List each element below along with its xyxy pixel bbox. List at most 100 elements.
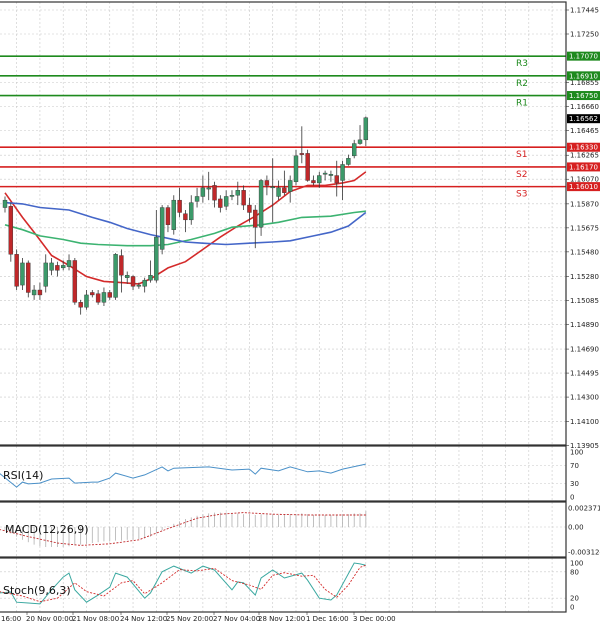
time-tick-label: 19 Nov 16:00 <box>0 615 21 623</box>
candle-bullish <box>229 195 235 197</box>
price-tick-label: 1.16660 <box>570 103 599 111</box>
level-price-tag <box>567 162 600 172</box>
panel-frame <box>0 1 567 446</box>
macd-label: MACD(12,26,9) <box>5 523 89 536</box>
candle-bullish <box>293 155 299 182</box>
candle-bullish <box>287 180 293 192</box>
rsi-label: RSI(14) <box>3 469 43 482</box>
price-tick-label: 1.16465 <box>570 127 599 135</box>
moving-average-line <box>4 210 366 247</box>
candle-bullish <box>61 265 66 269</box>
candle-bearish <box>78 302 83 308</box>
candle-bearish <box>264 180 270 186</box>
price-tick-label: 1.14690 <box>570 346 599 354</box>
time-tick-label: 3 Dec 00:00 <box>353 615 396 623</box>
candle-bullish <box>171 199 176 230</box>
candle-bearish <box>247 204 252 213</box>
price-tick-label: 1.16855 <box>570 79 599 87</box>
candle-bearish <box>305 153 310 181</box>
candle-bullish <box>148 275 153 281</box>
macd-tick-label: 0.002371 <box>568 505 600 513</box>
candle-bullish <box>322 172 328 175</box>
candle-bullish <box>363 117 369 141</box>
candle-bullish <box>43 262 48 287</box>
level-label-s1: S1 <box>516 150 527 160</box>
panel-frame <box>0 501 567 558</box>
candle-bullish <box>340 164 345 181</box>
candle-bearish <box>95 293 101 303</box>
candle-bullish <box>276 187 281 197</box>
price-tick-label: 1.14100 <box>570 418 599 426</box>
candle-bullish <box>235 190 241 196</box>
time-tick-label: 28 Nov 12:00 <box>258 615 305 623</box>
candle-bearish <box>311 180 316 184</box>
candle-bearish <box>177 199 182 213</box>
time-tick-label: 25 Nov 20:00 <box>166 615 213 623</box>
stoch-main-line <box>0 562 366 605</box>
candle-bearish <box>212 185 217 201</box>
macd-panel[interactable] <box>0 511 367 547</box>
candle-bearish <box>241 190 246 206</box>
candle-bearish <box>37 289 43 296</box>
time-tick-label: 20 Nov 00:00 <box>26 615 73 623</box>
candlesticks <box>2 116 369 315</box>
level-price-tag-label: 1.17070 <box>569 53 598 61</box>
candle-bullish <box>317 175 322 184</box>
candle-bullish <box>200 187 206 197</box>
macd-tick-label: -0.003124 <box>568 548 600 556</box>
level-price-tag <box>567 51 600 61</box>
candle-bearish <box>107 292 112 298</box>
stoch-label: Stoch(9,6,3) <box>3 584 71 597</box>
price-axis[interactable]: 1.17445 1.17250 1.16855 1.16660 1.16465 1.162… <box>566 7 600 612</box>
candle-bearish <box>119 255 124 276</box>
candle-bearish <box>334 175 339 184</box>
candle-bearish <box>183 213 188 221</box>
panel-frames <box>0 1 567 613</box>
price-tick-label: 1.15675 <box>570 224 599 232</box>
price-tick-label: 1.15085 <box>570 297 599 305</box>
price-tick-label: 1.15480 <box>570 248 599 256</box>
rsi-tick-label: 30 <box>570 480 579 488</box>
candle-bearish <box>90 292 95 296</box>
candle-bullish <box>49 262 54 271</box>
price-tags: 1.17070 1.16910 1.16750 1.16330 1.16170 1.160… <box>567 51 600 192</box>
time-tick-label: 27 Nov 04:00 <box>213 615 260 623</box>
candle-bullish <box>328 174 334 176</box>
grid-lines <box>0 2 566 612</box>
stoch-tick-label: 20 <box>570 595 579 603</box>
candle-bullish <box>223 196 229 207</box>
price-tick-label: 1.16265 <box>570 152 599 160</box>
candle-bullish <box>31 289 37 296</box>
level-price-tag <box>567 71 600 81</box>
level-price-tag-label: 1.16170 <box>569 163 598 171</box>
price-tick-label: 1.14890 <box>570 321 599 329</box>
level-label-s3: S3 <box>516 190 527 200</box>
level-price-tag <box>567 182 600 192</box>
stoch-signal-line <box>0 564 366 603</box>
level-price-tag-label: 1.16010 <box>569 183 598 191</box>
macd-signal-line <box>0 512 366 546</box>
candle-bullish <box>20 262 25 286</box>
candle-bullish <box>142 279 147 287</box>
candle-bearish <box>253 209 258 228</box>
macd-tick-label: 0.00 <box>568 524 584 532</box>
candle-bullish <box>136 284 142 287</box>
candle-bearish <box>218 198 223 208</box>
candle-bullish <box>2 199 8 208</box>
candle-bullish <box>159 207 165 250</box>
candle-bullish <box>194 196 200 202</box>
candle-bullish <box>258 180 264 228</box>
panel-frame <box>0 445 567 502</box>
price-tick-label: 1.17445 <box>570 7 599 15</box>
level-price-tag-label: 1.16750 <box>569 92 598 100</box>
candle-bullish <box>113 254 118 298</box>
stochastic-panel[interactable] <box>0 562 366 605</box>
price-tick-label: 1.15870 <box>570 200 599 208</box>
price-tick-label: 1.16070 <box>570 176 599 184</box>
rsi-panel[interactable] <box>0 463 366 488</box>
candle-bearish <box>282 187 287 193</box>
price-tick-label: 1.14300 <box>570 394 599 402</box>
level-price-tag-label: 1.16330 <box>569 144 598 152</box>
